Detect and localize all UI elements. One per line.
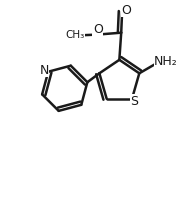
Text: O: O — [93, 23, 103, 36]
Text: NH₂: NH₂ — [154, 55, 178, 68]
Text: CH₃: CH₃ — [65, 30, 84, 40]
Text: O: O — [121, 4, 131, 17]
Text: N: N — [39, 64, 49, 77]
Text: S: S — [130, 95, 138, 108]
